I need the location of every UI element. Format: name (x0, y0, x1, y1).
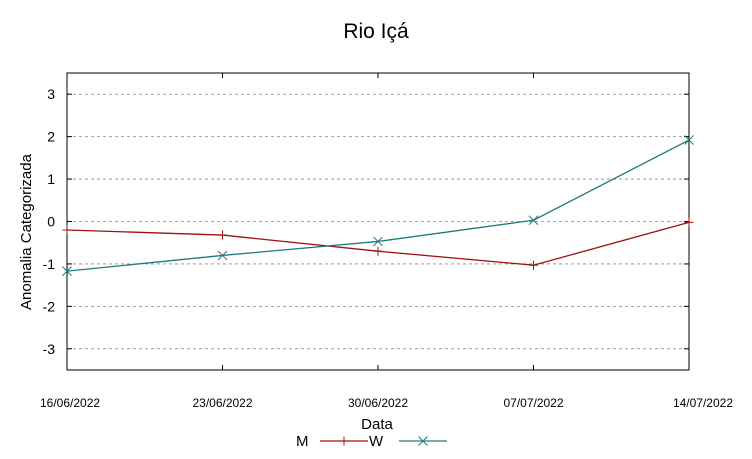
marker-stroke (373, 236, 383, 247)
y-tick-label: 0 (47, 214, 55, 230)
marker-stroke (62, 266, 72, 276)
x-tick-label: 23/06/2022 (192, 396, 252, 410)
y-tick-label: -1 (43, 256, 56, 272)
data-point-w (373, 236, 383, 247)
legend-label-w: W (369, 433, 384, 450)
y-tick-label: 3 (47, 86, 55, 102)
x-tick-label: 14/07/2022 (673, 396, 733, 410)
legend-label-m: M (296, 433, 309, 450)
y-axis-ticks: -3 -2 -1 0 1 2 3 (43, 86, 689, 357)
marker-stroke (418, 436, 428, 446)
data-point-m (218, 230, 227, 240)
data-point-w (684, 135, 694, 145)
x-tick-label: 07/07/2022 (503, 396, 563, 410)
series-line-m (66, 221, 690, 266)
y-tick-label: -3 (43, 341, 56, 357)
y-tick-label: -2 (43, 298, 56, 314)
data-point-w (217, 250, 228, 261)
grid (67, 93, 689, 350)
marker-stroke (528, 215, 539, 226)
x-tick-label: 16/06/2022 (40, 396, 100, 410)
y-tick-label: 1 (47, 171, 55, 187)
legend-marker-m (339, 436, 349, 446)
data-point-w (62, 266, 72, 276)
x-tick-label: 30/06/2022 (348, 396, 408, 410)
series-layer (62, 135, 694, 276)
x-axis-ticks: 16/06/2022 23/06/2022 30/06/2022 07/07/2022… (40, 73, 733, 410)
y-tick-label: 2 (47, 129, 55, 145)
legend-marker-w (418, 436, 428, 446)
y-axis-label: Anomalia Categorizada (18, 153, 35, 310)
data-point-m (684, 217, 694, 227)
data-point-w (528, 215, 539, 226)
marker-stroke (217, 250, 228, 261)
data-point-m (62, 225, 72, 235)
data-point-m (373, 246, 383, 256)
marker-stroke (684, 135, 694, 145)
chart-title: Rio Içá (343, 20, 409, 43)
x-axis-label: Data (361, 416, 393, 433)
data-point-m (529, 260, 538, 270)
